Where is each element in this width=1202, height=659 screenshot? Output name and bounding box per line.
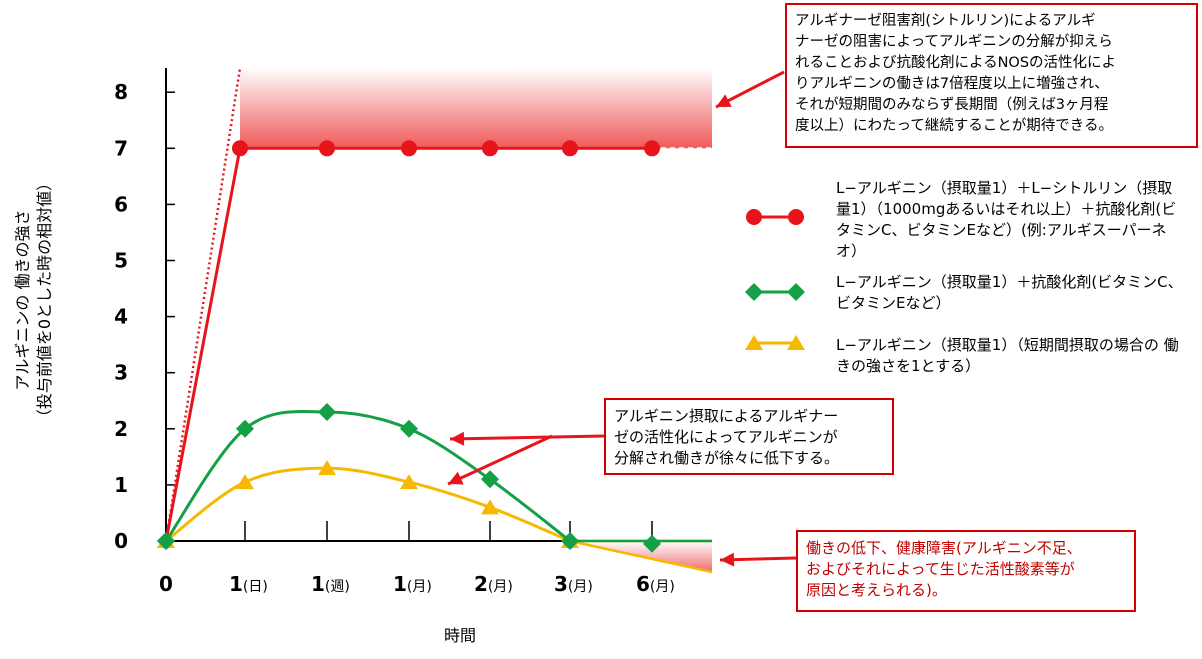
series-red-point [232,140,248,157]
series-yellow-point [400,474,418,490]
annotation-top: アルギナーゼ阻害剤(シトルリン)によるアルギ ナーゼの阻害によってアルギニンの分… [785,3,1198,148]
shade-enhanced-region [240,66,712,149]
y-tick-label: 5 [114,249,128,273]
series-red-point [319,140,335,157]
series-yellow-point [236,474,254,490]
annotation-middle: アルギニン摂取によるアルギナー ゼの活性化によってアルギニンが 分解され働きが徐… [604,398,894,475]
arrow-bottom-annotation-head [720,552,735,567]
series-green-point [561,532,579,550]
series-yellow-point [318,460,336,476]
legend-marker-yellow [745,335,763,350]
x-tick-label: 3(月) [554,572,593,596]
y-tick-label: 8 [114,80,128,104]
series-red-point [644,140,660,157]
series-red-point [562,140,578,157]
arrow-middle-annotation-2-head [448,471,464,485]
arrow-top-annotation-head [716,94,732,107]
y-tick-label: 2 [114,417,128,441]
x-tick-label: 6(月) [636,572,675,596]
legend-marker-green [745,283,763,301]
y-axis-label: アルギニンの 働きの強さ （投与前値を0とした時の相対値） [13,174,54,426]
y-tick-label: 1 [114,473,128,497]
series-yellow-decline [569,539,713,574]
series-yellow-line [165,466,571,543]
series-green-point [236,419,254,438]
legend-marker-green [787,283,805,301]
x-tick-label: 1(月) [393,572,432,596]
x-tick-label: 1(週) [311,572,350,596]
series-red-point [482,140,498,157]
arrow-middle-annotation-1-head [450,431,465,446]
legend-marker-red [788,209,804,225]
legend-marker-yellow [787,335,805,350]
series-yellow-point [481,499,499,515]
arrow-middle-annotation-1 [449,434,605,441]
legend-label-yellow-series: L−アルギニン（摂取量1）（短期間摂取の場合の 働きの強さを1とする） [836,336,1179,375]
series-green-point [318,402,336,421]
series-green-point [481,470,499,489]
y-tick-label: 7 [114,136,128,160]
legend-label-green-series: L−アルギニン（摂取量1）＋抗酸化剤(ビタミンC、ビタミンEなど） [836,273,1183,312]
x-tick-label: 2(月) [474,572,513,596]
legend-marker-red [746,209,762,225]
annotation-bottom: 働きの低下、健康障害(アルギニン不足、 およびそれによって生じた活性酸素等が 原… [796,530,1136,612]
y-tick-label: 6 [114,192,128,216]
origin-point [157,532,175,550]
series-green-point [643,534,661,553]
series-red-projection [164,67,242,542]
series-red-point [401,140,417,157]
y-tick-label: 4 [114,305,128,329]
series-green-line [164,410,571,543]
x-tick-label: 1(日) [229,572,268,596]
x-axis-label: 時間 [443,626,476,645]
x-tick-label: 0 [159,572,173,596]
series-green-point [400,419,418,438]
y-tick-label: 3 [114,361,128,385]
y-tick-label: 0 [114,529,128,553]
arrow-middle-annotation-2 [447,434,553,486]
legend-label-red-series: L−アルギニン（摂取量1）＋L−シトルリン（摂取量1）（1000mgあるいはそれ… [836,179,1177,260]
